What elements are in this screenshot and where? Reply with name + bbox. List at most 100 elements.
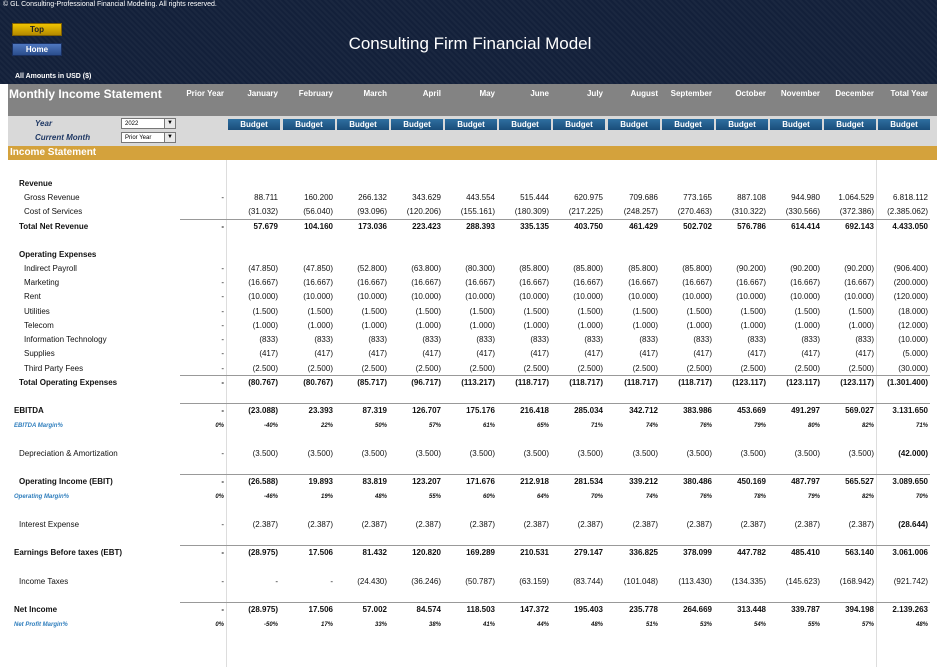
cell-value: (101.048) — [623, 577, 658, 586]
row-label: Total Net Revenue — [19, 222, 89, 231]
chevron-down-icon[interactable]: ▼ — [164, 119, 175, 128]
page-title: Consulting Firm Financial Model — [348, 34, 592, 53]
row-label: EBITDA — [14, 406, 44, 415]
cell-value: 74% — [645, 494, 658, 500]
cell-value: (118.717) — [678, 378, 712, 387]
cell-value: (10.000) — [248, 292, 278, 301]
cell-value: (1.301.400) — [887, 378, 928, 387]
cell-value: 450.169 — [737, 477, 766, 486]
cell-value: 3.089.650 — [892, 477, 928, 486]
cell-value: - — [221, 577, 224, 586]
currency-label: All Amounts in USD ($) — [15, 73, 92, 80]
cell-value: (833) — [476, 335, 495, 344]
cell-value: 61% — [482, 423, 495, 429]
total-rule — [180, 219, 930, 220]
home-button[interactable]: Home — [12, 43, 62, 56]
budget-header-3: Budget — [337, 119, 389, 130]
cell-value: (16.667) — [357, 278, 387, 287]
cell-value: (123.117) — [786, 378, 820, 387]
column-header-0: Prior Year — [186, 89, 224, 98]
chevron-down-icon[interactable]: ▼ — [164, 133, 175, 142]
cell-value: (47.850) — [303, 264, 333, 273]
cell-value: (168.942) — [839, 577, 874, 586]
cell-value: 216.418 — [520, 406, 549, 415]
cell-value: (63.159) — [519, 577, 549, 586]
cell-value: 118.503 — [466, 605, 495, 614]
cell-value: (3.500) — [848, 449, 874, 458]
cell-value: (200.000) — [893, 278, 928, 287]
cell-value: (2.500) — [307, 364, 333, 373]
column-header-7: July — [586, 89, 603, 98]
cell-value: (93.096) — [357, 207, 387, 216]
cell-value: (3.500) — [632, 449, 658, 458]
cell-value: (1.500) — [794, 307, 820, 316]
cell-value: (2.387) — [632, 520, 658, 529]
cell-value: (1.500) — [740, 307, 766, 316]
cell-value: (10.000) — [898, 335, 928, 344]
top-button[interactable]: Top — [12, 23, 62, 36]
cell-value: (120.000) — [893, 292, 928, 301]
total-rule — [180, 474, 930, 475]
cell-value: 2.139.263 — [892, 605, 928, 614]
cell-value: 82% — [861, 494, 874, 500]
budget-header-6: Budget — [499, 119, 551, 130]
cell-value: 0% — [215, 622, 224, 628]
cell-value: (3.500) — [252, 449, 278, 458]
cell-value: - — [275, 577, 278, 586]
total-rule — [180, 545, 930, 546]
cell-value: (2.500) — [794, 364, 820, 373]
column-header-13: Total Year — [890, 89, 929, 98]
cell-value: (10.000) — [573, 292, 603, 301]
cell-value: 17.506 — [308, 548, 333, 557]
cell-value: (10.000) — [357, 292, 387, 301]
column-header-10: October — [735, 89, 766, 98]
cell-value: (10.000) — [411, 292, 441, 301]
total-rule — [180, 375, 930, 376]
cell-value: (2.387) — [523, 520, 549, 529]
cell-value: 335.135 — [520, 222, 549, 231]
row-label: Rent — [24, 292, 41, 301]
cell-value: (26.588) — [248, 477, 278, 486]
cell-value: 48% — [915, 622, 928, 628]
cell-value: 487.797 — [791, 477, 820, 486]
cell-value: 88.711 — [254, 193, 278, 202]
cell-value: (1.500) — [632, 307, 658, 316]
cell-value: (2.500) — [740, 364, 766, 373]
current-month-select[interactable]: Prior Year ▼ — [121, 132, 176, 143]
current-month-label: Current Month — [35, 133, 91, 142]
row-label: Operating Income (EBIT) — [19, 477, 113, 486]
cell-value: (96.717) — [411, 378, 441, 387]
cell-value: (417) — [476, 349, 495, 358]
cell-value: (2.387) — [415, 520, 441, 529]
cell-value: 0% — [215, 423, 224, 429]
year-select[interactable]: 2022 ▼ — [121, 118, 176, 129]
cell-value: - — [221, 477, 224, 486]
cell-value: 82% — [861, 423, 874, 429]
cell-value: (2.500) — [415, 364, 441, 373]
cell-value: (10.000) — [519, 292, 549, 301]
column-header-4: April — [422, 89, 441, 98]
cell-value: - — [221, 335, 224, 344]
cell-value: (1.500) — [415, 307, 441, 316]
cell-value: 147.372 — [520, 605, 549, 614]
section-title: Income Statement — [8, 146, 937, 160]
cell-value: 210.531 — [520, 548, 549, 557]
cell-value: 266.132 — [358, 193, 387, 202]
cell-value: 51% — [645, 622, 658, 628]
cell-value: (90.200) — [844, 264, 874, 273]
cell-value: 126.707 — [412, 406, 441, 415]
cell-value: 773.165 — [683, 193, 712, 202]
cell-value: (2.387) — [740, 520, 766, 529]
column-header-8: August — [630, 89, 658, 98]
cell-value: (3.500) — [740, 449, 766, 458]
cell-value: 120.820 — [412, 548, 441, 557]
cell-value: (417) — [747, 349, 766, 358]
cell-value: (18.000) — [898, 307, 928, 316]
cell-value: (2.500) — [252, 364, 278, 373]
cell-value: 83.819 — [362, 477, 387, 486]
cell-value: (10.000) — [790, 292, 820, 301]
cell-value: - — [221, 193, 224, 202]
cell-value: (270.463) — [677, 207, 712, 216]
cell-value: 87.319 — [362, 406, 387, 415]
cell-value: - — [221, 406, 224, 415]
